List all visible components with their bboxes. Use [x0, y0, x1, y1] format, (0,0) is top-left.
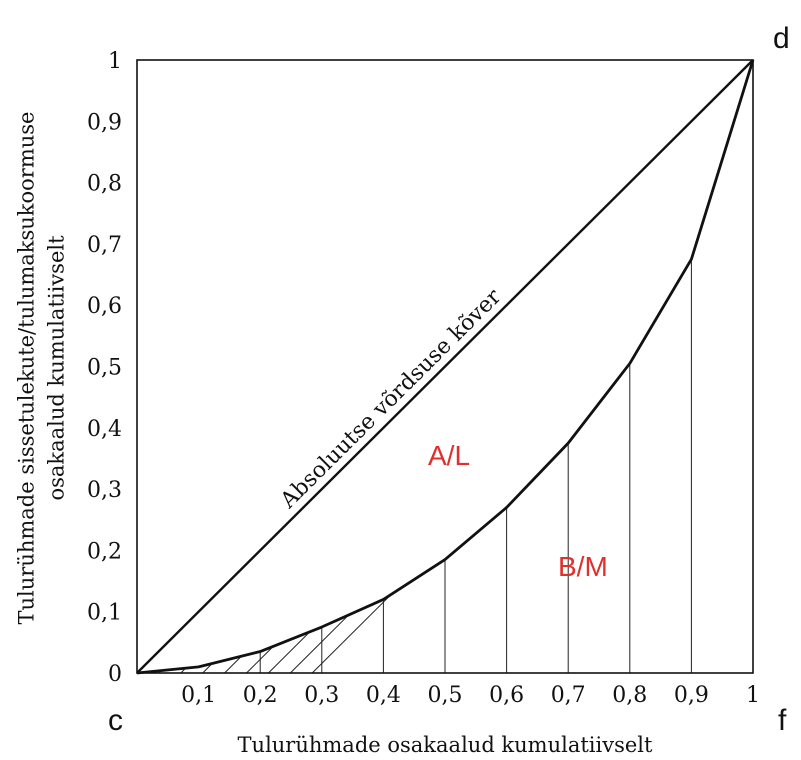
y-tick-label: 0	[108, 662, 122, 687]
x-tick-label: 0,2	[243, 683, 278, 708]
y-axis-title-line1: Tulurühmade sissetulekute/tulumaksukoorm…	[15, 112, 39, 625]
x-axis-title: Tulurühmade osakaalud kumulatiivselt	[238, 733, 653, 757]
x-tick-label: 1	[746, 683, 760, 708]
y-tick-label: 0,9	[87, 110, 122, 135]
hatch-line	[289, 613, 350, 674]
x-tick-label: 0,5	[428, 683, 463, 708]
region-lower-label: B/M	[558, 551, 608, 582]
area-hatching	[158, 593, 392, 674]
hatch-line	[268, 630, 312, 674]
y-tick-label: 0,8	[87, 172, 122, 197]
plot-frame	[136, 59, 754, 674]
x-tick-label: 0,6	[489, 683, 524, 708]
x-tick-label: 0,9	[674, 683, 709, 708]
y-tick-label: 0,3	[87, 478, 122, 503]
corner-label-d: d	[773, 22, 790, 55]
y-tick-label: 0,6	[87, 294, 122, 319]
equality-line-label: Absoluutse võrdsuse kõver	[275, 284, 506, 514]
y-tick-labels: 0 0,1 0,2 0,3 0,4 0,5 0,6 0,7 0,8 0,9 1	[87, 49, 122, 687]
x-tick-labels: 0,1 0,2 0,3 0,4 0,5 0,6 0,7 0,8 0,9 1	[181, 683, 760, 708]
hatch-line	[311, 593, 392, 674]
corner-label-c: c	[108, 704, 123, 737]
x-tick-label: 0,7	[551, 683, 586, 708]
hatch-line	[224, 655, 243, 674]
concentration-curve	[136, 59, 755, 675]
x-tick-label: 0,8	[612, 683, 647, 708]
x-tick-label: 0,3	[304, 683, 339, 708]
region-upper-label: A/L	[428, 440, 470, 471]
vertical-drop-lines	[259, 259, 692, 673]
corner-label-f: f	[778, 704, 787, 737]
y-axis-title-line2: osakaalud kumulatiivselt	[45, 235, 69, 501]
y-tick-label: 1	[108, 49, 122, 74]
equality-line	[136, 59, 754, 674]
y-tick-label: 0,4	[87, 417, 122, 442]
x-tick-label: 0,1	[181, 683, 216, 708]
y-tick-label: 0,2	[87, 539, 122, 564]
y-tick-label: 0,1	[87, 601, 122, 626]
y-tick-label: 0,5	[87, 356, 122, 381]
x-tick-label: 0,4	[366, 683, 401, 708]
y-tick-label: 0,7	[87, 233, 122, 258]
